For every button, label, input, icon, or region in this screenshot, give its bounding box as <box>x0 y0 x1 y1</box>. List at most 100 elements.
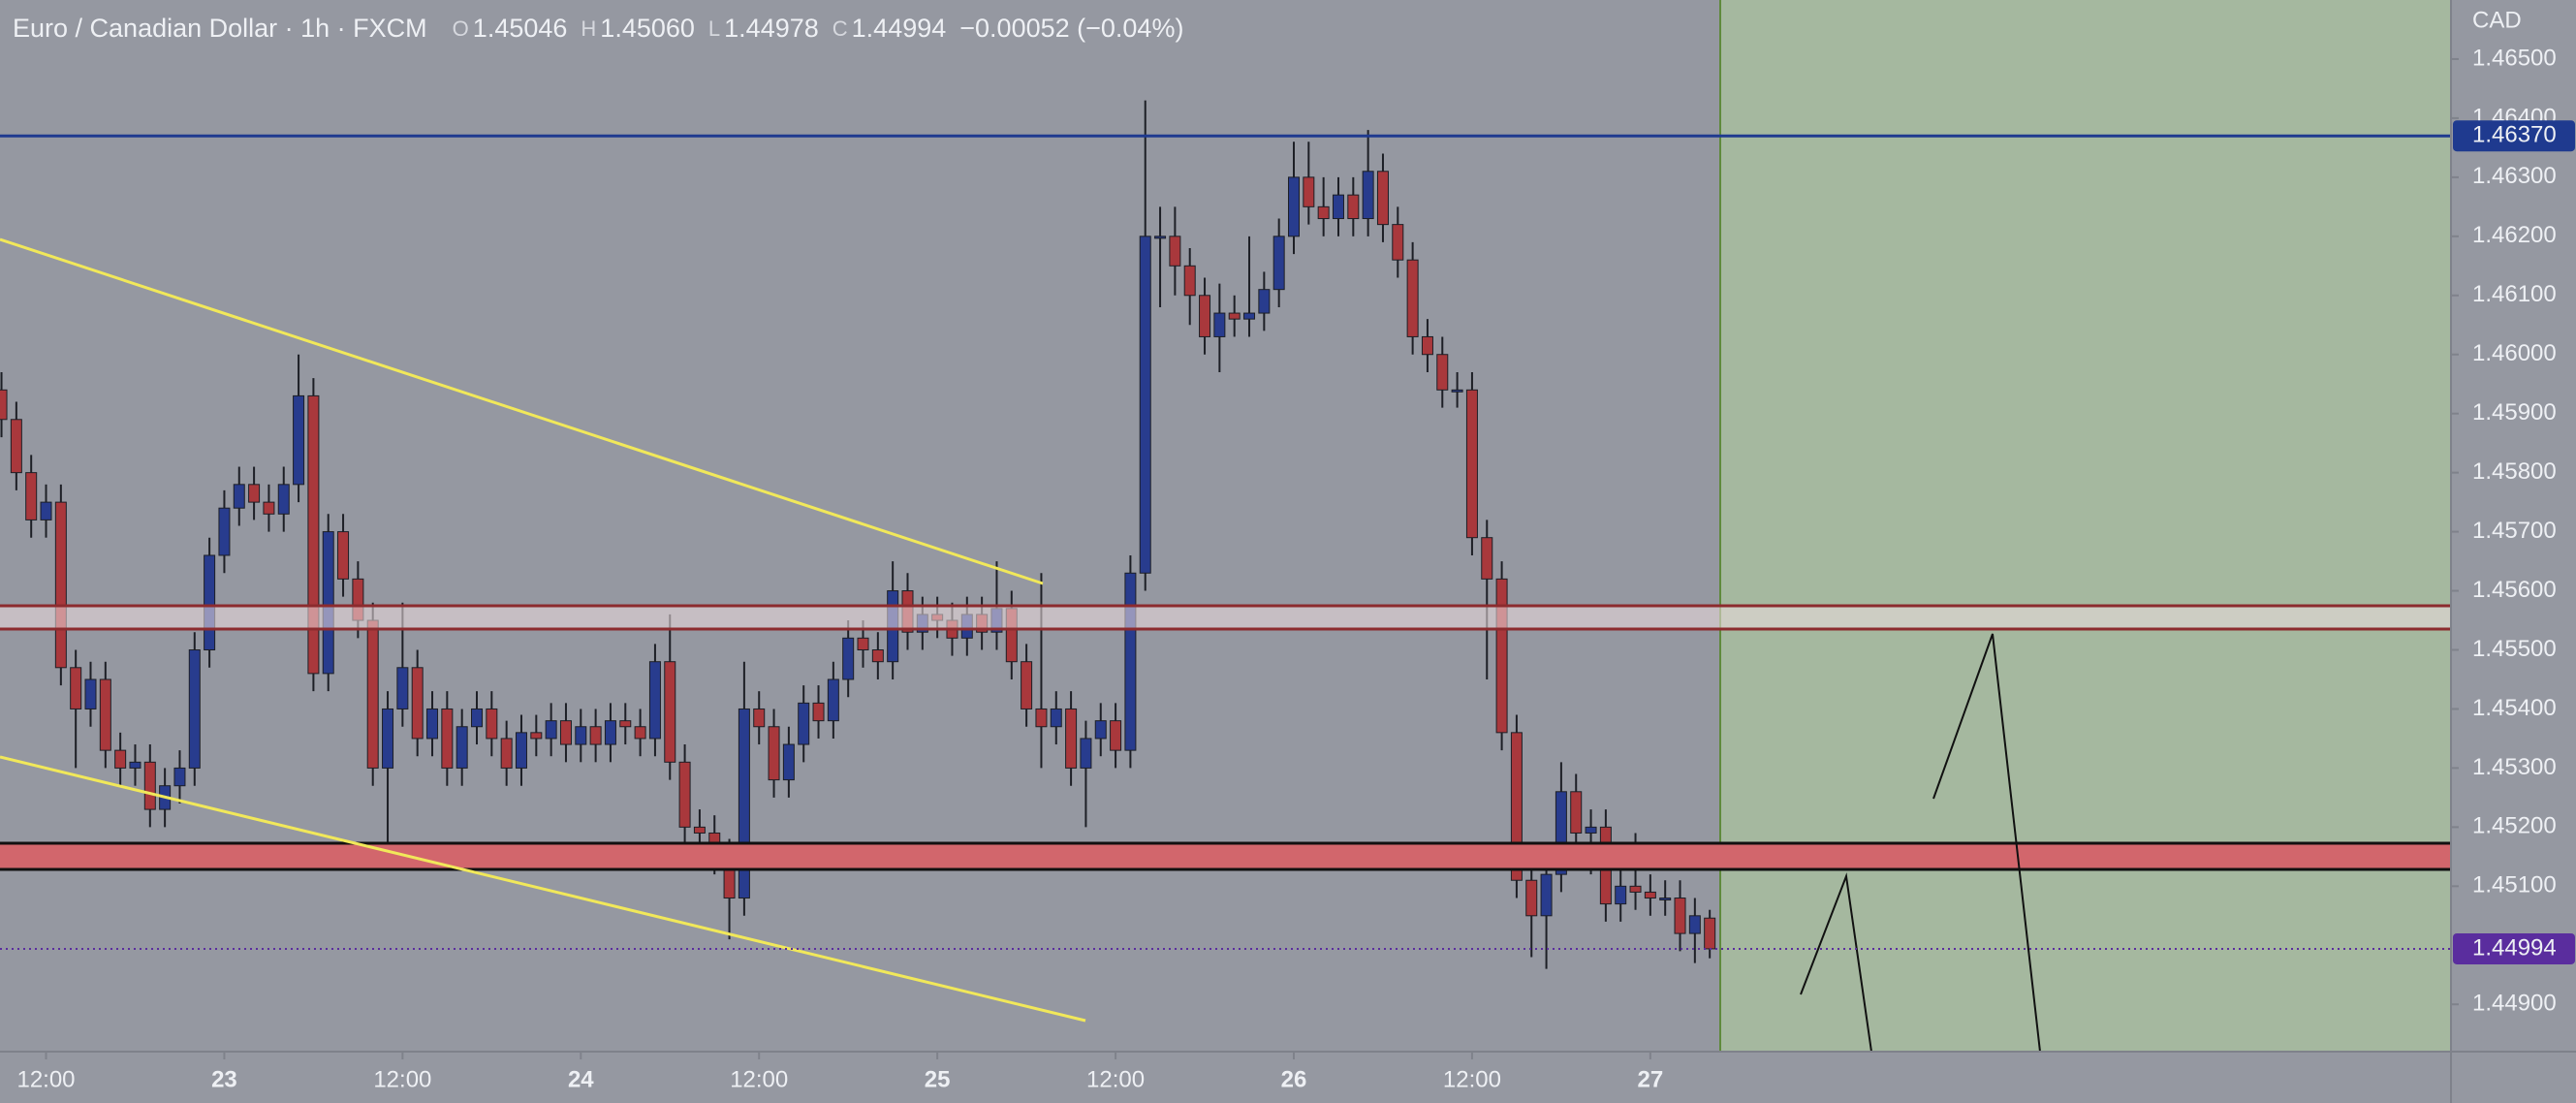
candle-body <box>1050 708 1062 728</box>
candle-body <box>1199 295 1211 337</box>
candle-body <box>1421 335 1433 356</box>
trend-line <box>0 237 1044 585</box>
candle-body <box>782 743 795 781</box>
currency-label: CAD <box>2472 7 2522 33</box>
candle-body <box>604 720 616 745</box>
candle-body <box>1080 738 1092 769</box>
x-tick-label: 24 <box>568 1066 594 1092</box>
y-tick-label: 1.45100 <box>2472 872 2557 898</box>
candle-body <box>426 708 439 740</box>
candle-body <box>1451 389 1463 393</box>
candle-body <box>1555 791 1567 875</box>
candle-body <box>1644 891 1656 899</box>
candle-body <box>456 726 468 769</box>
candle-body <box>204 554 216 651</box>
candle-body <box>293 394 305 486</box>
candle-body <box>1495 578 1508 734</box>
y-tick-label: 1.45400 <box>2472 695 2557 721</box>
candle-body <box>530 732 543 740</box>
candle-body <box>589 726 602 745</box>
candle-body <box>1436 354 1449 391</box>
candle-body <box>753 708 766 728</box>
candle-body <box>1169 236 1181 267</box>
candle-body <box>366 619 379 769</box>
candle-body <box>218 507 231 556</box>
candle-body <box>486 708 498 740</box>
x-tick-label: 12:00 <box>1086 1066 1145 1092</box>
candle-body <box>382 708 394 769</box>
candle-body <box>1465 389 1478 539</box>
y-tick-label: 1.45700 <box>2472 518 2557 544</box>
candle-body <box>1021 661 1033 709</box>
candle-body <box>1258 289 1271 314</box>
levels <box>0 134 2451 950</box>
candle-body <box>1392 224 1404 261</box>
x-tick-label: 12:00 <box>16 1066 75 1092</box>
candle-body <box>1139 236 1151 574</box>
resistance-zone <box>0 606 2451 629</box>
candle-body <box>396 667 409 709</box>
candle-body <box>40 501 52 520</box>
axes: 1.465001.464001.463001.462001.461001.460… <box>16 45 2575 1092</box>
y-tick-label: 1.45200 <box>2472 813 2557 839</box>
projection-path <box>1800 872 1872 1053</box>
candle-body <box>54 501 67 669</box>
candle-body <box>263 501 275 515</box>
candle-body <box>1376 171 1389 226</box>
x-tick-label: 12:00 <box>1443 1066 1501 1092</box>
x-tick-label: 27 <box>1638 1066 1664 1092</box>
ohlc-letter: H <box>581 16 596 41</box>
candle-body <box>812 702 825 722</box>
candle-body <box>827 678 839 722</box>
candle-body <box>1585 826 1597 834</box>
candle-body <box>1094 720 1107 740</box>
x-tick-label: 23 <box>211 1066 237 1092</box>
x-tick-label: 12:00 <box>730 1066 788 1092</box>
candle-body <box>559 720 572 745</box>
candle-body <box>307 394 320 675</box>
candle-body <box>664 661 676 763</box>
candle-body <box>0 389 8 421</box>
candle-body <box>1674 898 1686 934</box>
candle-body <box>678 761 691 828</box>
candle-body <box>575 726 587 745</box>
y-tick-label: 1.46000 <box>2472 340 2557 366</box>
candle-body <box>768 726 780 781</box>
y-tick-label: 1.45800 <box>2472 458 2557 485</box>
candle-body <box>798 702 810 745</box>
price-change: −0.00052 (−0.04%) <box>959 14 1183 43</box>
candle-body <box>114 749 127 769</box>
price_line-tag <box>2453 120 2575 152</box>
candle-body <box>337 531 350 580</box>
candle-body <box>471 708 484 728</box>
candle-body <box>70 667 82 709</box>
candle-body <box>1035 708 1048 728</box>
candle-body <box>1570 791 1583 834</box>
candle-body <box>1288 176 1301 237</box>
x-tick-label: 12:00 <box>373 1066 431 1092</box>
ohlc-value: 1.44994 <box>852 14 947 43</box>
candle-body <box>1243 312 1256 320</box>
candle-body <box>1362 171 1374 220</box>
candle-body <box>500 738 513 769</box>
ohlc-value: 1.45060 <box>600 14 695 43</box>
candles <box>0 100 1716 969</box>
candle-body <box>1303 176 1315 207</box>
candle-body <box>10 419 22 474</box>
trend-line <box>0 755 1086 1023</box>
ohlc-letter: L <box>708 16 720 41</box>
candle-body <box>1213 312 1226 337</box>
candle-body <box>1124 572 1137 751</box>
candle-body <box>322 531 334 675</box>
candle-body <box>1272 236 1285 291</box>
candle-body <box>143 761 156 810</box>
candle-body <box>188 649 201 769</box>
y-tick-label: 1.45500 <box>2472 636 2557 662</box>
candle-body <box>871 649 884 663</box>
symbol-title: Euro / Canadian Dollar · 1h · FXCM <box>13 14 427 43</box>
candle-body <box>129 761 141 769</box>
y-tick-label: 1.46200 <box>2472 222 2557 248</box>
candle-body <box>1347 194 1360 220</box>
ohlc-value: 1.45046 <box>473 14 568 43</box>
candle-body <box>84 678 97 709</box>
